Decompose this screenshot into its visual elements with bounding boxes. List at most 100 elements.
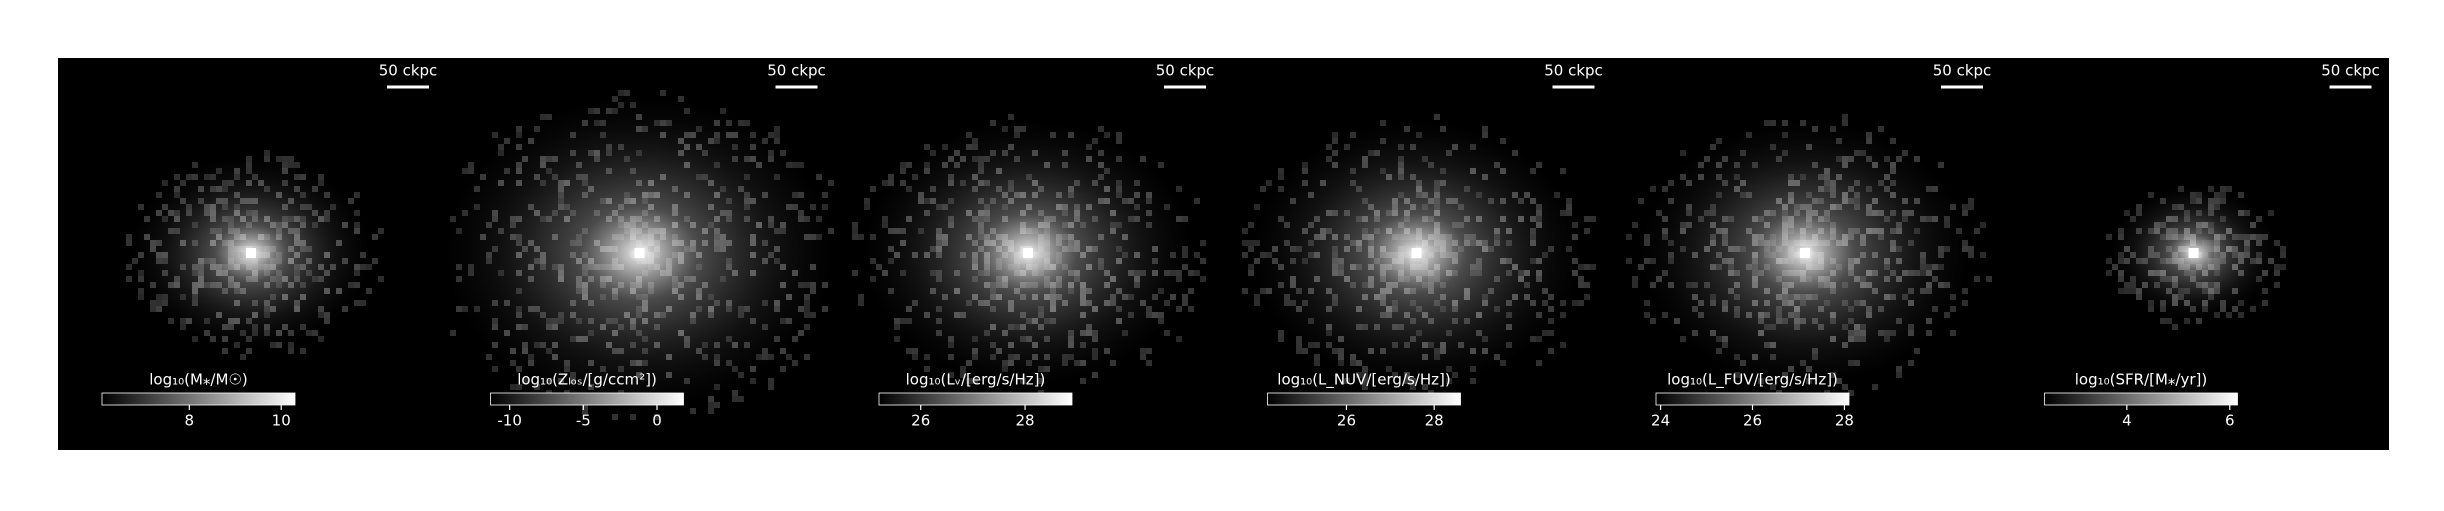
image-pixel [774,132,780,138]
image-pixel [1182,300,1188,306]
image-pixel [786,354,792,360]
image-pixel [1158,162,1164,168]
image-pixel [1962,300,1968,306]
image-pixel [690,408,696,414]
image-pixel [1980,252,1986,258]
image-pixel [522,378,528,384]
colorbar-tick-label: 26 [1743,412,1762,430]
image-pixel [780,366,786,372]
image-pixel [2172,324,2178,330]
panel: 50 ckpc log₁₀(L_FUV/[erg/s/Hz]) 24 26 28 [1626,62,1992,430]
image-pixel [1770,120,1776,126]
image-pixel [162,180,168,186]
galaxy-core [634,248,645,258]
colorbar [1267,392,1461,406]
image-pixel [1578,264,1584,270]
image-pixel [708,408,714,414]
image-pixel [732,390,738,396]
image-pixel [378,276,384,282]
image-pixel [822,192,828,198]
image-pixel [2274,240,2280,246]
image-pixel [540,114,546,120]
image-pixel [906,348,912,354]
image-pixel [900,162,906,168]
image-pixel [288,156,294,162]
colorbar-tick-label: 26 [1337,412,1356,430]
image-pixel [222,348,228,354]
image-pixel [2274,282,2280,288]
colorbar [2044,392,2238,406]
image-pixel [1566,198,1572,204]
image-pixel [768,378,774,384]
image-pixel [282,156,288,162]
image-pixel [1584,216,1590,222]
image-pixel [1296,348,1302,354]
panel: 50 ckpc log₁₀(L_NUV/[erg/s/Hz]) 26 28 [1242,62,1603,430]
image-pixel [1188,288,1194,294]
image-pixel [858,294,864,300]
scalebar-label: 50 ckpc [379,62,438,80]
image-pixel [2280,264,2286,270]
image-pixel [1584,282,1590,288]
image-pixel [1890,138,1896,144]
image-pixel [750,378,756,384]
image-pixel [1254,300,1260,306]
image-pixel [1914,348,1920,354]
panel: 50 ckpc log₁₀(Lᵥ/[erg/s/Hz]) 26 28 [852,62,1214,430]
image-pixel [1278,330,1284,336]
image-pixel [732,396,738,402]
image-pixel [378,228,384,234]
image-pixel [1362,378,1368,384]
image-pixel [870,186,876,192]
scalebar-label: 50 ckpc [1544,62,1603,80]
image-pixel [2106,234,2112,240]
image-pixel [1584,264,1590,270]
colorbar-label: log₁₀(SFR/[M⁎/yr]) [2075,371,2207,389]
image-pixel [1848,390,1854,396]
image-pixel [1584,228,1590,234]
image-pixel [1590,264,1596,270]
image-pixel [1968,252,1974,258]
image-pixel [1968,204,1974,210]
image-pixel [1980,222,1986,228]
image-pixel [366,288,372,294]
colorbar-label: log₁₀(L_FUV/[erg/s/Hz]) [1667,371,1838,390]
colorbar [878,392,1073,406]
image-pixel [1974,228,1980,234]
image-pixel [624,90,630,96]
image-pixel [2220,186,2226,192]
image-pixel [1200,276,1206,282]
image-pixel [1182,294,1188,300]
image-pixel [1242,252,1248,258]
image-pixel [774,126,780,132]
image-pixel [534,384,540,390]
colorbar-tick-label: 28 [1425,412,1444,430]
image-pixel [1650,318,1656,324]
image-pixel [678,96,684,102]
image-pixel [804,354,810,360]
image-pixel [1254,294,1260,300]
image-pixel [924,366,930,372]
image-pixel [1116,132,1122,138]
image-pixel [1626,234,1632,240]
image-pixel [450,330,456,336]
colorbar-label: log₁₀(L_NUV/[erg/s/Hz]) [1277,371,1450,390]
image-pixel [1314,360,1320,366]
image-pixel [276,156,282,162]
image-pixel [126,264,132,270]
image-pixel [1548,330,1554,336]
image-pixel [798,162,804,168]
image-pixel [966,378,972,384]
image-pixel [1968,246,1974,252]
image-pixel [2274,270,2280,276]
image-pixel [2274,264,2280,270]
image-pixel [1632,222,1638,228]
image-pixel [1644,300,1650,306]
image-pixel [150,306,156,312]
image-pixel [660,90,666,96]
colorbar-label: log₁₀(Lᵥ/[erg/s/Hz]) [906,371,1046,389]
image-pixel [1644,312,1650,318]
image-pixel [462,168,468,174]
image-pixel [1194,270,1200,276]
